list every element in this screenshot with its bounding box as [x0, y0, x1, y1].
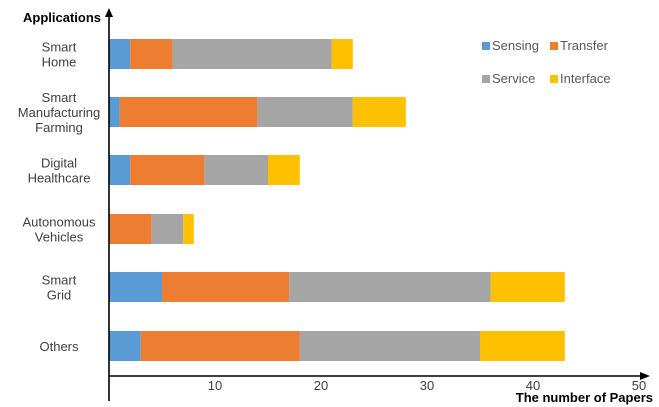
- legend-swatch-interface: [550, 75, 558, 83]
- bar-service-0: [172, 39, 332, 69]
- bar-interface-0: [331, 39, 353, 69]
- bar-interface-4: [490, 272, 565, 302]
- category-label-line: Smart: [42, 40, 77, 55]
- category-labels: SmartHomeSmartManufacturingFarmingDigita…: [18, 40, 100, 355]
- legend-label-transfer: Transfer: [560, 38, 609, 53]
- bar-transfer-4: [162, 272, 290, 302]
- bar-sensing-1: [109, 97, 120, 127]
- category-label-line: Grid: [47, 288, 72, 303]
- bar-service-2: [204, 155, 268, 185]
- category-label-line: Farming: [35, 120, 83, 135]
- x-axis-title: The number of Papers: [516, 390, 653, 405]
- bar-sensing-2: [109, 155, 131, 185]
- x-tick-label: 30: [420, 378, 434, 393]
- x-tick-labels: 10 20 30 40 50: [208, 378, 646, 393]
- bar-interface-3: [183, 214, 194, 244]
- category-label-line: Manufacturing: [18, 105, 100, 120]
- legend-label-sensing: Sensing: [492, 38, 539, 53]
- category-label-line: Smart: [42, 273, 77, 288]
- category-label-line: Vehicles: [35, 230, 84, 245]
- y-axis-title: Applications: [23, 10, 101, 25]
- bar-service-4: [289, 272, 491, 302]
- bar-service-1: [257, 97, 353, 127]
- category-label-line: Digital: [41, 156, 77, 171]
- category-label-line: Smart: [42, 90, 77, 105]
- bar-sensing-5: [109, 331, 141, 361]
- category-label-line: Autonomous: [23, 215, 96, 230]
- legend: Sensing Transfer Service Interface: [482, 38, 611, 86]
- x-axis-arrow: [640, 372, 650, 380]
- category-label-line: Home: [42, 55, 77, 70]
- bar-transfer-1: [119, 97, 258, 127]
- legend-label-interface: Interface: [560, 71, 611, 86]
- x-tick-label: 50: [632, 378, 646, 393]
- bars-group: [109, 39, 565, 361]
- bar-sensing-0: [109, 39, 131, 69]
- y-axis-arrow: [105, 8, 113, 17]
- bar-transfer-5: [140, 331, 300, 361]
- category-label-line: Others: [39, 339, 79, 354]
- x-tick-label: 40: [526, 378, 540, 393]
- legend-swatch-service: [482, 75, 490, 83]
- bar-transfer-0: [130, 39, 173, 69]
- category-label-line: Healthcare: [28, 171, 91, 186]
- bar-transfer-3: [109, 214, 152, 244]
- bar-sensing-4: [109, 272, 162, 302]
- x-tick-label: 10: [208, 378, 222, 393]
- legend-swatch-sensing: [482, 42, 490, 50]
- bar-transfer-2: [130, 155, 205, 185]
- x-tick-label: 20: [314, 378, 328, 393]
- legend-swatch-transfer: [550, 42, 558, 50]
- bar-interface-2: [268, 155, 300, 185]
- axes: [105, 8, 650, 401]
- bar-service-5: [299, 331, 480, 361]
- legend-label-service: Service: [492, 71, 535, 86]
- bar-service-3: [151, 214, 184, 244]
- bar-interface-1: [352, 97, 406, 127]
- bar-interface-5: [480, 331, 565, 361]
